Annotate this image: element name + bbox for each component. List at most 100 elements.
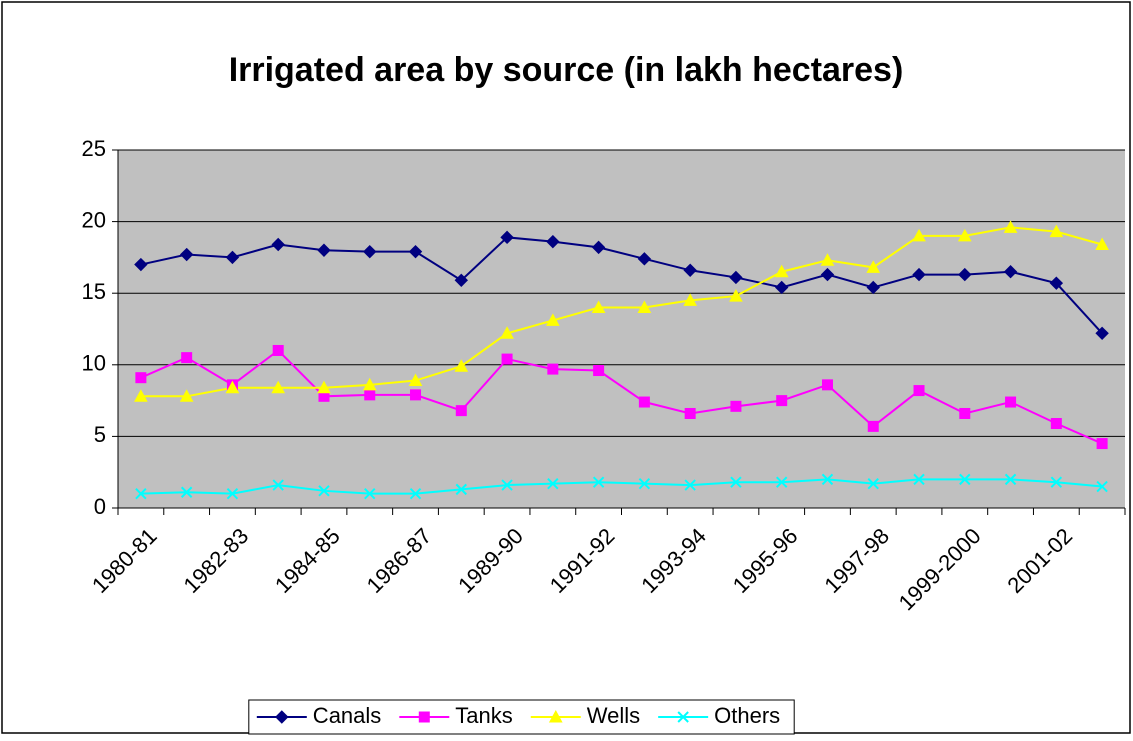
data-point	[134, 257, 148, 272]
data-point	[454, 359, 469, 372]
data-point	[729, 270, 743, 285]
data-point	[408, 373, 423, 387]
data-point	[1096, 480, 1108, 493]
data-point	[1095, 237, 1109, 251]
data-point	[271, 380, 286, 394]
data-point	[225, 380, 240, 394]
data-point	[225, 250, 240, 265]
data-point	[774, 280, 789, 295]
data-point	[1096, 438, 1108, 450]
data-point	[913, 385, 925, 397]
y-tick-label: 25	[82, 136, 106, 161]
series-line	[140, 236, 1103, 334]
data-point	[1050, 476, 1063, 488]
data-point	[1004, 473, 1017, 486]
data-point	[545, 313, 560, 326]
data-point	[409, 487, 422, 500]
data-point	[774, 264, 789, 278]
data-point	[1005, 396, 1017, 408]
data-point	[820, 267, 835, 282]
data-point	[272, 344, 284, 356]
data-point	[364, 389, 376, 401]
legend: Canals Tanks Wells Others	[248, 699, 795, 735]
data-point	[820, 253, 835, 266]
data-point	[684, 407, 696, 419]
y-tick-label: 5	[94, 422, 106, 447]
data-point	[362, 377, 377, 391]
data-point	[683, 263, 697, 277]
series-line	[140, 478, 1103, 495]
y-tick-label: 20	[82, 207, 106, 232]
data-point	[134, 389, 148, 402]
data-point	[638, 396, 650, 408]
legend-marker	[418, 711, 430, 723]
data-point	[364, 487, 376, 500]
data-point	[866, 280, 880, 295]
data-point	[959, 473, 971, 486]
data-point	[867, 420, 879, 432]
data-point	[181, 352, 193, 364]
data-point	[179, 247, 194, 262]
data-point	[958, 267, 972, 282]
data-point	[866, 260, 881, 273]
data-point	[729, 289, 743, 302]
data-point	[591, 240, 606, 255]
data-point	[867, 477, 879, 490]
data-point	[1095, 326, 1109, 341]
data-point	[637, 300, 652, 314]
data-point	[546, 234, 560, 249]
data-point	[501, 353, 513, 365]
data-point	[455, 405, 467, 417]
data-point	[959, 407, 971, 419]
data-point	[317, 380, 331, 394]
data-point	[455, 483, 468, 496]
data-point	[179, 389, 194, 402]
data-point	[821, 379, 833, 391]
y-tick-label: 0	[94, 494, 106, 519]
data-point	[500, 230, 514, 245]
data-point	[454, 273, 469, 288]
legend-marker	[677, 711, 689, 723]
data-point	[135, 372, 147, 384]
legend-label: Canals	[313, 703, 381, 728]
series-line	[140, 349, 1103, 445]
data-point	[180, 486, 193, 498]
data-point	[592, 476, 605, 488]
data-point	[1049, 224, 1064, 238]
legend-marker	[275, 710, 289, 724]
data-point	[957, 228, 972, 242]
data-point	[821, 473, 834, 486]
data-point	[684, 479, 696, 491]
data-point	[135, 487, 147, 500]
chart-title: Irrigated area by source (in lakh hectar…	[229, 51, 904, 89]
plot-area	[118, 150, 1125, 508]
data-point	[363, 244, 377, 259]
data-point	[318, 485, 330, 497]
series-line	[140, 226, 1103, 398]
data-point	[500, 326, 514, 339]
legend-marker	[548, 709, 563, 723]
data-point	[912, 228, 926, 242]
data-point	[683, 293, 698, 306]
y-tick-label: 10	[82, 351, 106, 376]
data-point	[408, 244, 423, 259]
data-point	[547, 477, 559, 490]
data-point	[775, 476, 788, 488]
data-point	[271, 237, 285, 252]
data-point	[547, 363, 559, 375]
data-point	[730, 476, 742, 488]
data-point	[912, 267, 926, 282]
data-point	[410, 389, 422, 401]
data-point	[1049, 276, 1064, 290]
data-point	[226, 487, 239, 500]
data-point	[1050, 418, 1062, 430]
data-point	[638, 477, 651, 490]
legend-label: Tanks	[455, 703, 512, 728]
data-point	[1003, 265, 1018, 279]
data-point	[913, 473, 925, 486]
data-point	[317, 243, 331, 257]
data-point	[776, 395, 788, 407]
y-tick-label: 15	[82, 279, 106, 304]
data-point	[593, 365, 605, 377]
